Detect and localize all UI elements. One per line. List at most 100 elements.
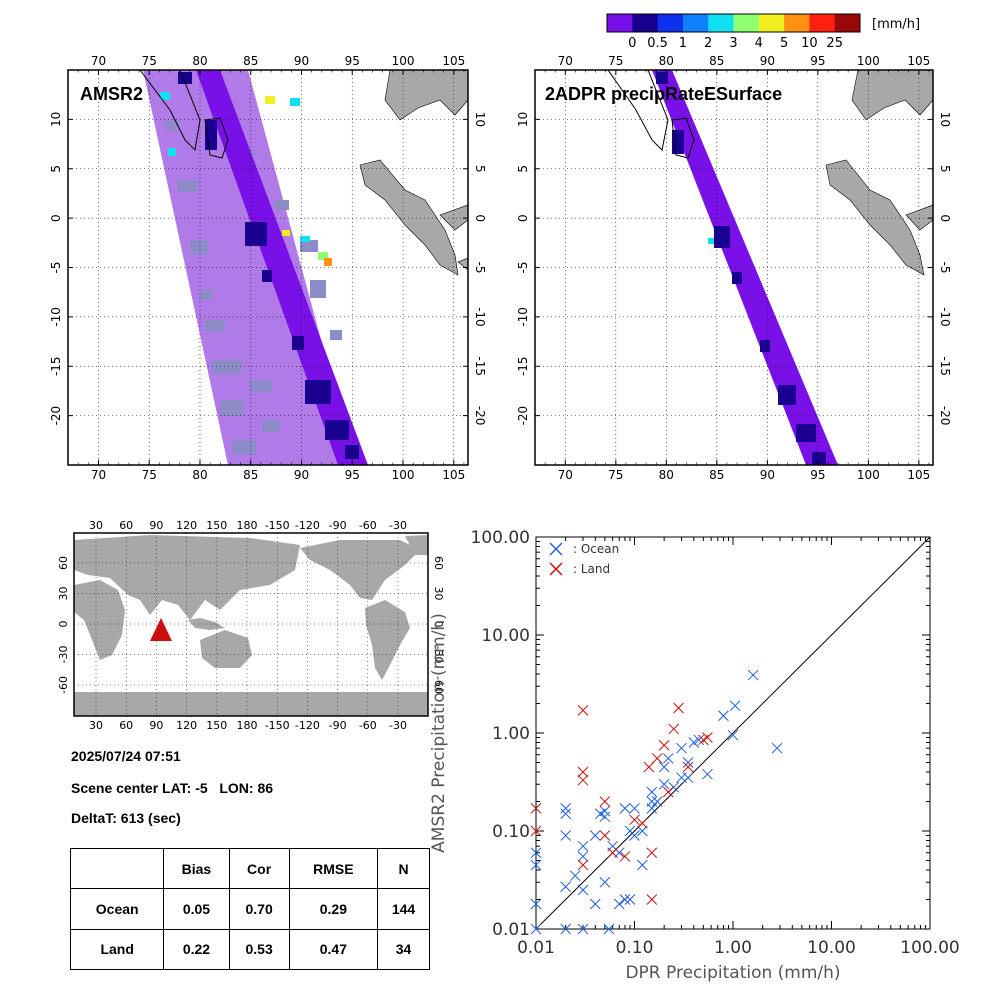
land-point xyxy=(702,732,713,743)
colorbar-labels: 0 0.5 1 2 3 4 5 10 25 xyxy=(628,36,843,51)
lat-tick-label-left: -5 xyxy=(516,262,530,274)
lon-tick-label-bottom: 105 xyxy=(907,468,930,482)
y-tick-label: 100.00 xyxy=(471,528,530,548)
bias-value: 0.05 xyxy=(163,888,230,930)
stats-corner-cell xyxy=(69,847,165,890)
ocean-point xyxy=(718,710,729,722)
ocean-point xyxy=(530,847,542,859)
ocean-point xyxy=(629,803,640,814)
colorbar-swatch xyxy=(708,14,734,32)
ocean-point xyxy=(560,830,572,841)
lon-tick-label-bottom: 85 xyxy=(243,468,258,482)
world-lat-label-right: -60 xyxy=(432,676,445,694)
colorbar-tick-label: 0 xyxy=(628,36,636,51)
ocean-point xyxy=(619,803,631,814)
lat-tick-label-left: -15 xyxy=(516,356,530,376)
ocean-point xyxy=(577,923,589,935)
ocean-point xyxy=(636,825,648,837)
y-tick-label: 0.10 xyxy=(492,822,530,842)
ocean-point xyxy=(727,729,739,741)
world-lat-label-right: 0 xyxy=(432,621,445,628)
dpr-borneo-land xyxy=(905,204,933,231)
dpr-india-coastline xyxy=(607,70,669,152)
legend-marker xyxy=(549,562,563,576)
lon-tick-label-top: 105 xyxy=(442,54,465,68)
world-lon-label-bottom: -30 xyxy=(389,719,407,732)
y-axis-label: AMSR2 Precipitation (mm/h) xyxy=(429,613,449,853)
lon-tick-label-bottom: 85 xyxy=(709,468,724,482)
colorbar-tick-label: 25 xyxy=(826,36,843,51)
land-point xyxy=(646,894,658,905)
ocean-point xyxy=(629,830,640,841)
dpr-sumatra-land xyxy=(825,159,925,276)
row-label: Ocean xyxy=(69,888,165,930)
world-map-panel: 30 30 60 60 90 90 120 120 150 150 180 180 -150 -150 -1… xyxy=(57,519,445,732)
lon-tick-label-bottom: 80 xyxy=(192,468,207,482)
x-axis-label: DPR Precipitation (mm/h) xyxy=(625,963,840,983)
ocean-point xyxy=(560,881,572,893)
world-lon-label-top: -150 xyxy=(265,519,290,532)
land-point xyxy=(658,739,670,751)
x-tick-label: 0.10 xyxy=(616,938,654,958)
scene-center-lon-label: LON: xyxy=(219,780,254,796)
colorbar-swatch xyxy=(784,14,810,32)
ocean-point xyxy=(569,870,581,882)
lat-tick-label-left: 5 xyxy=(49,165,63,173)
scene-location-marker xyxy=(150,618,172,641)
land-point xyxy=(530,825,542,837)
dpr-sri-lanka-coastline xyxy=(671,117,695,159)
dpr-moderate-rain-cell xyxy=(708,238,714,244)
africa-land xyxy=(74,580,125,660)
scene-center: Scene center LAT: -5 LON: 86 xyxy=(71,780,273,796)
lat-tick-label-right: 5 xyxy=(938,165,952,173)
ocean-point xyxy=(651,796,663,807)
lat-tick-label-left: -10 xyxy=(49,307,63,327)
ocean-point xyxy=(577,884,589,896)
n-value: 34 xyxy=(377,928,430,971)
ocean-point xyxy=(646,786,658,798)
ocean-point xyxy=(560,923,572,935)
land-point xyxy=(668,723,680,735)
lat-tick-label-right: 10 xyxy=(938,112,952,127)
world-lon-label-bottom: 60 xyxy=(119,719,133,732)
colorbar-swatch xyxy=(809,14,836,32)
world-lat-label-left: 0 xyxy=(57,621,70,628)
ocean-point xyxy=(530,859,542,871)
lat-tick-label-left: -20 xyxy=(516,406,530,426)
land-point xyxy=(643,761,655,773)
colorbar-tick-label: 0.5 xyxy=(647,36,668,51)
colorbar-swatch xyxy=(607,14,633,32)
colorbar-swatch xyxy=(682,14,709,32)
ocean-point xyxy=(530,898,542,910)
x-tick-label: 0.01 xyxy=(517,938,555,958)
colorbar-tick-label: 5 xyxy=(780,36,788,51)
world-lon-label-bottom: 120 xyxy=(176,719,197,732)
world-lat-label-right: -30 xyxy=(432,646,445,664)
world-lon-label-bottom: 90 xyxy=(149,719,163,732)
rmse-value: 0.29 xyxy=(288,888,379,930)
lon-tick-label-bottom: 70 xyxy=(91,468,106,482)
sri-lanka-coastline xyxy=(204,117,229,159)
ocean-point xyxy=(729,700,741,712)
lat-tick-label-right: 0 xyxy=(938,214,952,222)
scatter-legend: : Ocean: Land xyxy=(549,542,619,576)
lat-tick-label-left: 10 xyxy=(49,112,63,127)
ocean-point xyxy=(560,808,572,820)
lon-tick-label-top: 70 xyxy=(91,54,106,68)
colorbar-tick-label: 1 xyxy=(679,36,687,51)
dpr-mainland-land xyxy=(851,70,933,121)
land-point xyxy=(577,774,589,786)
land-point xyxy=(682,761,694,773)
lon-tick-label-bottom: 90 xyxy=(760,468,775,482)
lat-tick-label-right: -10 xyxy=(938,307,952,327)
amsr2-sumatra-land xyxy=(359,159,459,276)
world-lon-label-top: 120 xyxy=(176,519,197,532)
lon-tick-label-top: 90 xyxy=(294,54,309,68)
colorbar-tick-label: 4 xyxy=(755,36,763,51)
lat-tick-label-left: -20 xyxy=(49,406,63,426)
lon-tick-label-top: 90 xyxy=(760,54,775,68)
lon-tick-label-bottom: 105 xyxy=(442,468,465,482)
eurasia-land xyxy=(74,535,300,620)
